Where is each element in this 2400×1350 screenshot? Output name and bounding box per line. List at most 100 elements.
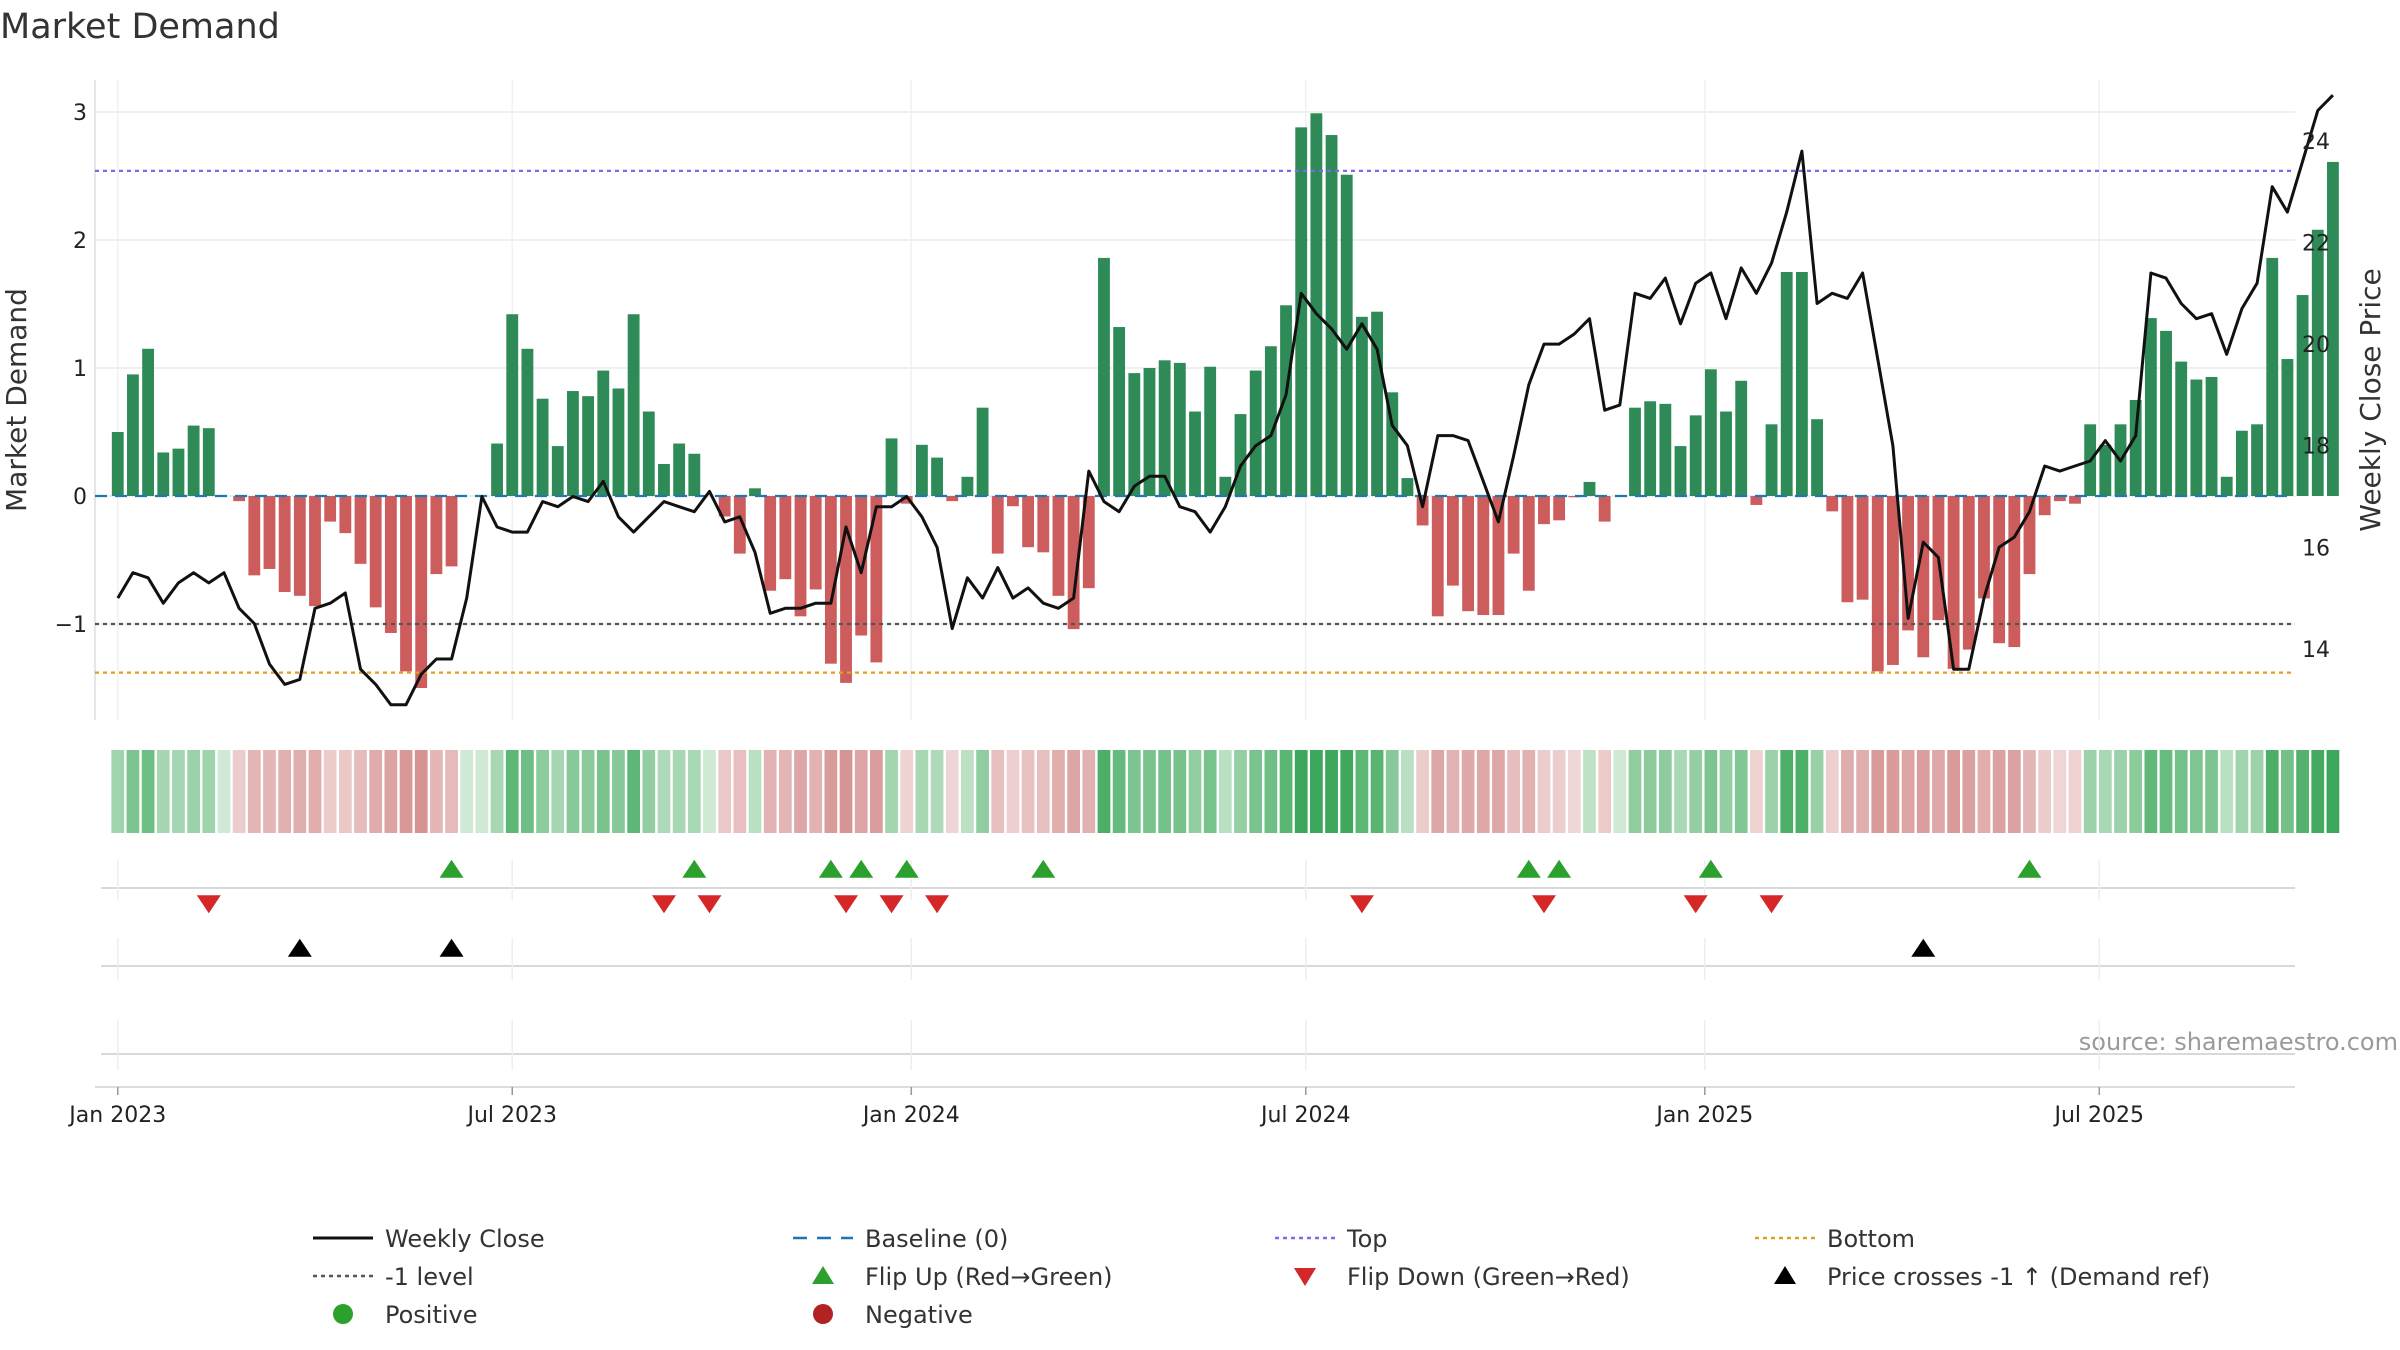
x-tick-label: Jan 2025 bbox=[1654, 1103, 1753, 1128]
heat-cell bbox=[976, 750, 989, 833]
positive-demand-bar bbox=[2281, 359, 2294, 496]
heat-cell bbox=[1036, 750, 1050, 833]
heat-cell bbox=[1446, 750, 1460, 833]
heat-cell bbox=[445, 750, 458, 833]
positive-demand-bar bbox=[1280, 305, 1292, 496]
heat-cell bbox=[1947, 750, 1960, 833]
y2-tick-label: 14 bbox=[2302, 638, 2330, 663]
negative-demand-bar bbox=[354, 496, 367, 564]
heat-cell bbox=[2174, 750, 2188, 833]
heat-cell bbox=[2265, 750, 2279, 833]
positive-demand-bar bbox=[749, 488, 761, 496]
legend-symbol bbox=[812, 1266, 834, 1284]
heat-cell bbox=[930, 750, 944, 833]
positive-demand-bar bbox=[1219, 476, 1232, 496]
positive-demand-bar bbox=[1295, 127, 1308, 497]
heat-cell bbox=[1082, 750, 1096, 833]
heat-cell bbox=[1825, 750, 1839, 833]
positive-demand-bar bbox=[172, 448, 185, 496]
positive-demand-bar bbox=[1371, 311, 1383, 496]
heat-cell bbox=[1507, 750, 1520, 833]
heat-cell bbox=[870, 750, 883, 833]
heat-cell bbox=[1188, 750, 1202, 833]
heat-cell bbox=[1810, 750, 1824, 833]
heat-cell bbox=[172, 750, 185, 833]
x-tick-label: Jul 2024 bbox=[1259, 1103, 1351, 1128]
positive-demand-bar bbox=[1355, 316, 1368, 496]
heat-cell bbox=[854, 750, 868, 833]
negative-demand-bar bbox=[1887, 496, 1899, 665]
heat-cell bbox=[2159, 750, 2173, 833]
heat-cell bbox=[1643, 750, 1657, 833]
negative-demand-bar bbox=[1447, 496, 1459, 586]
heat-cell bbox=[824, 750, 838, 833]
legend-label: Bottom bbox=[1827, 1225, 1915, 1253]
negative-demand-bar bbox=[1492, 496, 1505, 616]
positive-demand-bar bbox=[688, 453, 701, 496]
positive-demand-bar bbox=[157, 452, 170, 496]
heat-cell bbox=[187, 750, 200, 833]
heat-cell bbox=[1522, 750, 1536, 833]
negative-demand-bar bbox=[278, 496, 291, 592]
negative-demand-bar bbox=[248, 496, 261, 576]
positive-demand-bar bbox=[2327, 161, 2339, 497]
heat-cell bbox=[900, 750, 914, 833]
legend-label: -1 level bbox=[385, 1263, 474, 1291]
heat-cell bbox=[1628, 750, 1642, 833]
positive-demand-bar bbox=[1704, 369, 1717, 496]
chart-title: Market Demand bbox=[0, 7, 280, 47]
negative-demand-bar bbox=[1902, 496, 1915, 631]
negative-demand-bar bbox=[2008, 496, 2021, 648]
negative-demand-bar bbox=[1416, 496, 1429, 526]
heat-cell bbox=[217, 750, 231, 833]
flip-down-marker bbox=[1683, 895, 1708, 914]
positive-demand-bar bbox=[1629, 407, 1641, 496]
heat-cell bbox=[460, 750, 474, 833]
positive-demand-bar bbox=[1659, 403, 1672, 496]
heat-cell bbox=[430, 750, 443, 833]
positive-demand-bar bbox=[1310, 113, 1323, 496]
negative-demand-bar bbox=[384, 496, 397, 633]
legend-symbol bbox=[813, 1304, 833, 1324]
legend-label: Price crosses -1 ↑ (Demand ref) bbox=[1827, 1263, 2210, 1291]
negative-demand-bar bbox=[855, 496, 868, 636]
positive-demand-bar bbox=[627, 314, 640, 496]
heat-cell bbox=[2250, 750, 2264, 833]
positive-demand-bar bbox=[1780, 272, 1793, 496]
heat-cell bbox=[687, 750, 701, 833]
heat-cell bbox=[1932, 750, 1945, 833]
heat-cell bbox=[566, 750, 580, 833]
price-cross-marker bbox=[287, 938, 312, 957]
heat-cell bbox=[308, 750, 322, 833]
heat-cell bbox=[794, 750, 807, 833]
negative-demand-bar bbox=[339, 496, 352, 534]
heat-cell bbox=[384, 750, 398, 833]
heat-cell bbox=[2144, 750, 2158, 833]
heat-cell bbox=[763, 750, 777, 833]
positive-demand-bar bbox=[1128, 373, 1141, 496]
legend-label: Flip Up (Red→Green) bbox=[865, 1263, 1113, 1291]
positive-demand-bar bbox=[491, 443, 503, 496]
positive-demand-bar bbox=[567, 391, 579, 496]
negative-demand-bar bbox=[779, 496, 792, 580]
positive-demand-bar bbox=[2099, 444, 2112, 496]
positive-demand-bar bbox=[2266, 257, 2279, 496]
positive-demand-bar bbox=[2205, 376, 2218, 496]
x-tick-label: Jan 2024 bbox=[861, 1103, 960, 1128]
negative-demand-bar bbox=[1082, 496, 1095, 589]
positive-demand-bar bbox=[1583, 481, 1596, 496]
heat-cell bbox=[414, 750, 428, 833]
negative-demand-bar bbox=[840, 496, 852, 683]
heat-cell bbox=[1264, 750, 1278, 833]
positive-demand-bar bbox=[976, 407, 989, 496]
negative-demand-bar bbox=[824, 496, 837, 664]
positive-demand-bar bbox=[536, 398, 549, 496]
negative-demand-bar bbox=[263, 496, 276, 569]
heat-cell bbox=[1719, 750, 1733, 833]
positive-demand-bar bbox=[1720, 411, 1732, 496]
positive-demand-bar bbox=[1674, 446, 1687, 496]
heat-cell bbox=[232, 750, 246, 833]
legend-label: Top bbox=[1346, 1225, 1388, 1253]
heat-cell bbox=[323, 750, 337, 833]
